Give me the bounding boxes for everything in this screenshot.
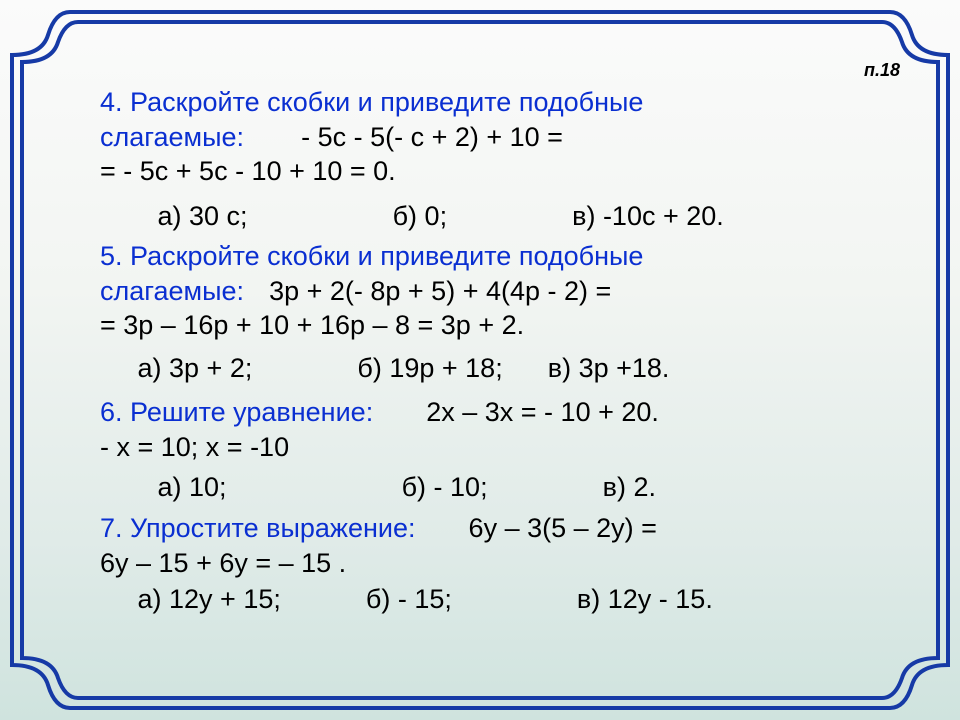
q5-expr2: = 3р – 16р + 10 + 16р – 8 = 3р + 2. (100, 310, 524, 340)
q5-expr1: 3р + 2(- 8р + 5) + 4(4р - 2) = (269, 276, 611, 306)
q7-expr2: 6у – 15 + 6у = – 15 . (100, 548, 346, 578)
q6-answer-v: в) 2. (603, 470, 656, 505)
q7-expr1: 6у – 3(5 – 2у) = (469, 513, 657, 543)
q7-answer-b: б) - 15; (366, 582, 452, 617)
q4-answer-v: в) -10с + 20. (572, 199, 724, 234)
q4-answer-a: а) 30 с; (158, 199, 248, 234)
q5-answer-b: б) 19р + 18; (357, 351, 502, 386)
q5-answer-v: в) 3р +18. (548, 351, 670, 386)
q7-answer-a: а) 12у + 15; (138, 582, 281, 617)
q7-prompt: 7. Упростите выражение: (100, 513, 416, 543)
q6-expr1: 2х – 3х = - 10 + 20. (426, 397, 659, 427)
q6-expr2: - х = 10; х = -10 (100, 432, 289, 462)
question-6: 6. Решите уравнение: 2х – 3х = - 10 + 20… (100, 395, 890, 505)
q4-expr2: = - 5с + 5с - 10 + 10 = 0. (100, 156, 396, 186)
question-4: 4. Раскройте скобки и приведите подобные… (100, 85, 890, 233)
q5-answer-a: а) 3р + 2; (138, 351, 253, 386)
question-7: 7. Упростите выражение: 6у – 3(5 – 2у) =… (100, 511, 890, 617)
q5-prompt-line2: слагаемые: (100, 276, 244, 306)
q6-prompt: 6. Решите уравнение: (100, 397, 373, 427)
slide: п.18 4. Раскройте скобки и приведите под… (0, 0, 960, 720)
q6-answer-b: б) - 10; (402, 470, 488, 505)
q7-answer-v: в) 12у - 15. (577, 582, 713, 617)
q5-prompt-line1: 5. Раскройте скобки и приведите подобные (100, 241, 643, 271)
q4-expr1: - 5с - 5(- с + 2) + 10 = (301, 122, 563, 152)
question-5: 5. Раскройте скобки и приведите подобные… (100, 239, 890, 385)
q4-prompt-line1: 4. Раскройте скобки и приведите подобные (100, 87, 643, 117)
q4-prompt-line2: слагаемые: (100, 122, 244, 152)
content-area: 4. Раскройте скобки и приведите подобные… (100, 85, 890, 623)
q6-answer-a: а) 10; (158, 470, 227, 505)
page-reference: п.18 (864, 60, 900, 81)
q4-answer-b: б) 0; (393, 199, 447, 234)
